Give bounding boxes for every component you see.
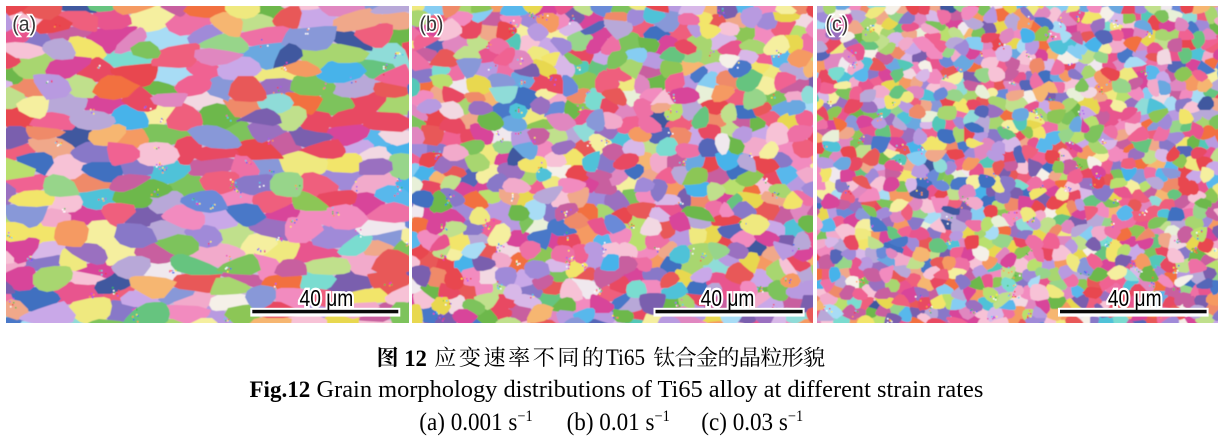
svg-text:40 μm: 40 μm: [701, 287, 755, 312]
svg-text:40 μm: 40 μm: [299, 287, 353, 312]
svg-text:12: 12: [404, 346, 427, 371]
svg-text:Grain morphology distributions: Grain morphology distributions of Ti65 a…: [317, 376, 984, 403]
svg-text:(a) 0.001 s−1: (a) 0.001 s−1: [419, 409, 532, 437]
svg-text:(b): (b): [420, 12, 444, 36]
svg-text:40 μm: 40 μm: [1107, 287, 1161, 312]
svg-text:(a): (a): [12, 12, 36, 36]
svg-text:(c): (c): [825, 12, 848, 36]
svg-text:Ti65: Ti65: [606, 344, 645, 370]
svg-text:(c) 0.03 s−1: (c) 0.03 s−1: [701, 409, 803, 437]
svg-text:Fig.12: Fig.12: [250, 377, 311, 402]
svg-text:(b) 0.01 s−1: (b) 0.01 s−1: [567, 409, 670, 437]
